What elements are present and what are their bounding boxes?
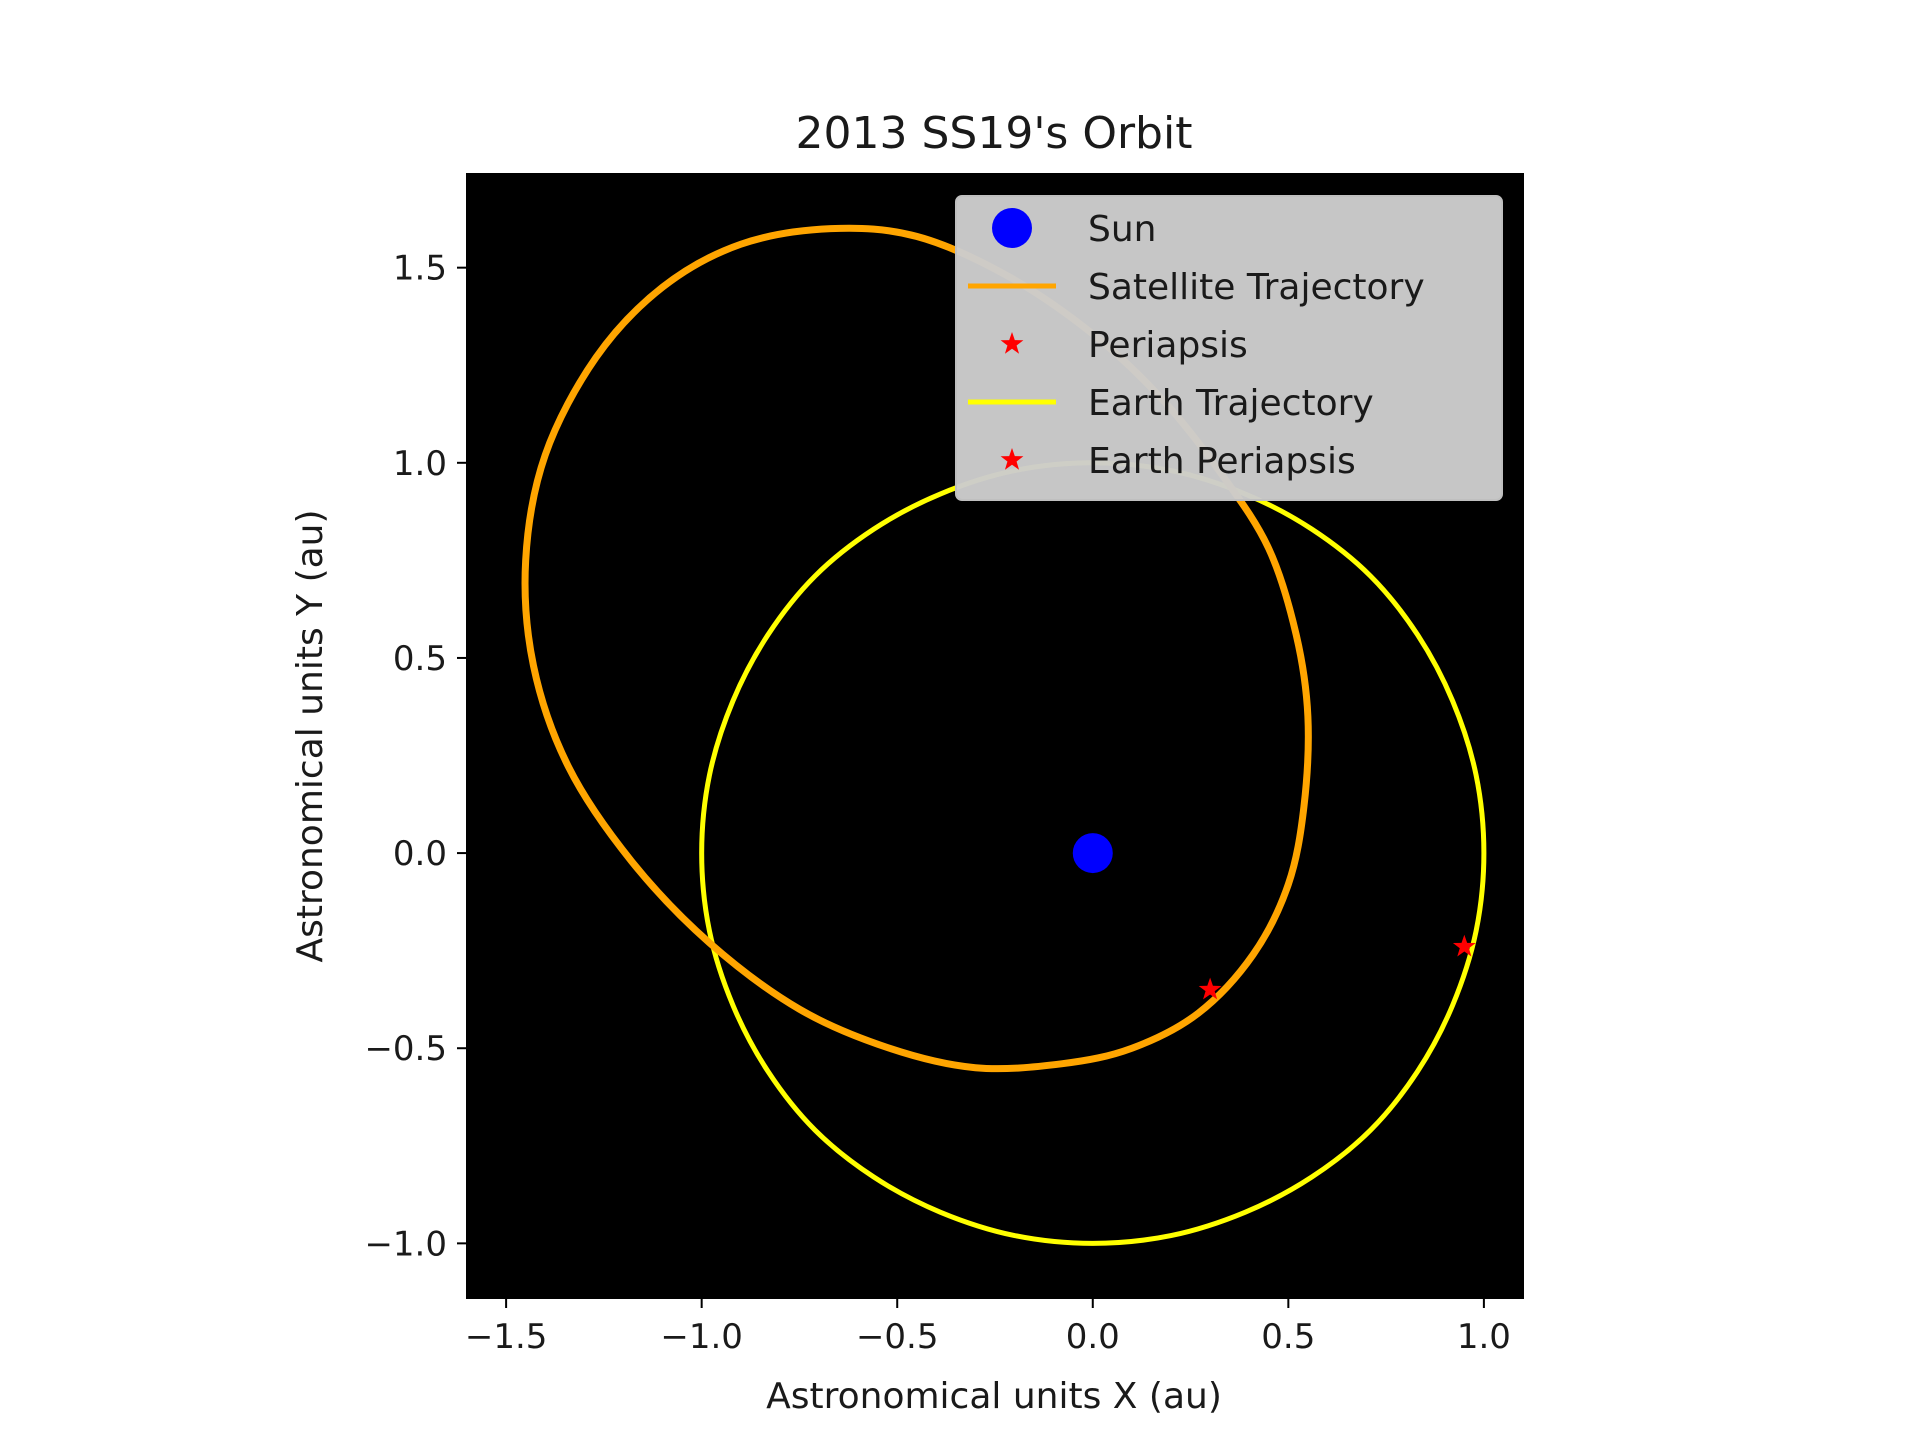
legend-earth-periapsis-swatch — [1000, 448, 1024, 470]
x-axis-ticks: −1.5 −1.0 −0.5 0.0 0.5 1.0 — [465, 1298, 1511, 1357]
x-tick-label: 1.0 — [1457, 1317, 1511, 1357]
y-tick-label: 1.5 — [393, 249, 447, 289]
y-tick-label: −0.5 — [364, 1029, 447, 1069]
legend-sun-label: Sun — [1088, 209, 1156, 250]
x-tick-label: −1.5 — [465, 1317, 548, 1357]
x-axis-label: Astronomical units X (au) — [766, 1376, 1222, 1417]
y-tick-label: 0.0 — [393, 834, 447, 874]
legend-entries: Sun Satellite Trajectory Periapsis Earth Tr… — [968, 208, 1425, 482]
legend-periapsis-swatch — [1000, 332, 1024, 354]
sun-marker — [1072, 833, 1113, 874]
earth-periapsis-marker — [1452, 934, 1476, 957]
x-tick-label: 0.0 — [1066, 1317, 1120, 1357]
legend: Sun Satellite Trajectory Periapsis Earth Tr… — [955, 195, 1503, 501]
y-tick-label: 1.0 — [393, 444, 447, 484]
periapsis-marker — [1198, 977, 1222, 1000]
y-tick-label: −1.0 — [364, 1224, 447, 1264]
x-tick-label: −1.0 — [660, 1317, 743, 1357]
y-tick-label: 0.5 — [393, 639, 447, 679]
plot-frame — [466, 173, 1524, 1299]
legend-sun-swatch — [992, 208, 1032, 248]
legend-earth-periapsis-label: Earth Periapsis — [1088, 441, 1356, 482]
y-axis-ticks: −1.0 −0.5 0.0 0.5 1.0 1.5 — [364, 249, 467, 1264]
x-tick-label: −0.5 — [856, 1317, 939, 1357]
earth-trajectory-line — [699, 460, 1487, 1246]
chart-title: 2013 SS19's Orbit — [796, 108, 1193, 159]
x-tick-label: 0.5 — [1261, 1317, 1315, 1357]
y-axis-label: Astronomical units Y (au) — [290, 509, 331, 962]
legend-periapsis-label: Periapsis — [1088, 325, 1248, 366]
legend-box — [955, 195, 1503, 501]
legend-satellite-trajectory-label: Satellite Trajectory — [1088, 267, 1425, 308]
legend-earth-trajectory-label: Earth Trajectory — [1088, 383, 1374, 424]
